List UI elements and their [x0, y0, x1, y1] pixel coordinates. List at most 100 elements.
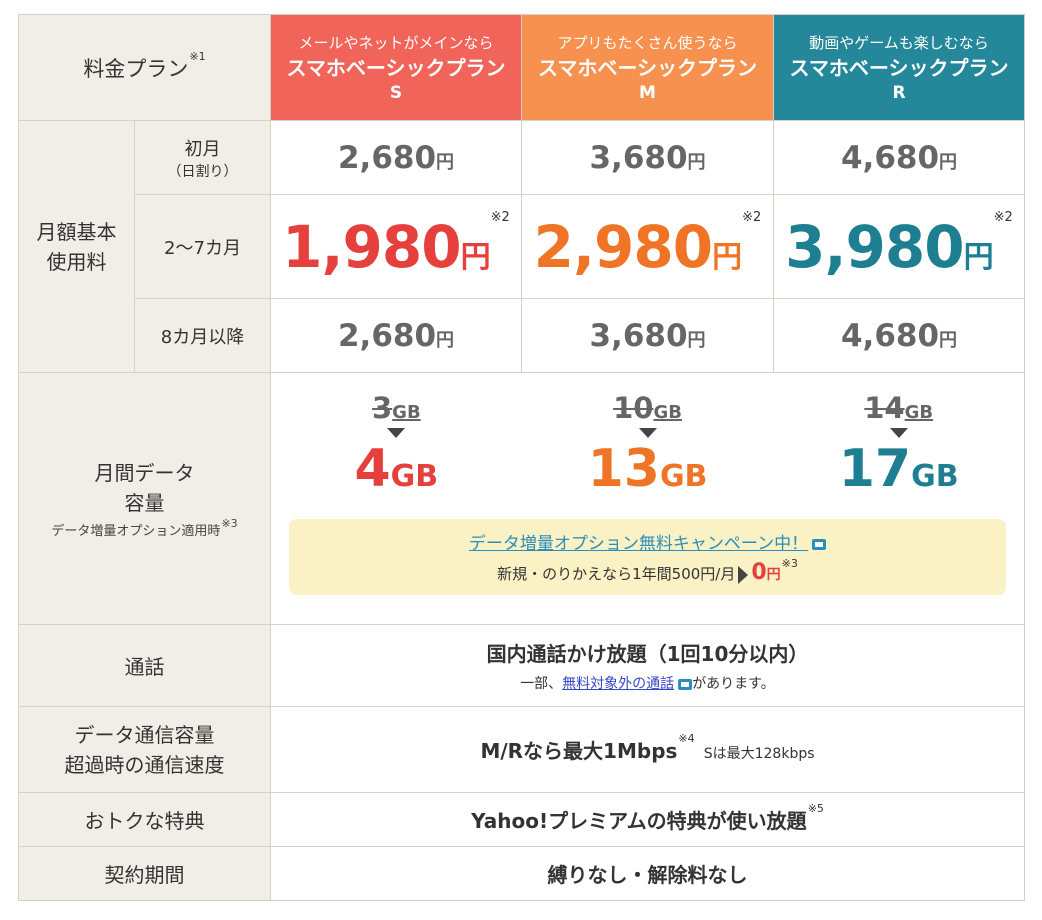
new-gb-r: 17GB — [838, 439, 959, 499]
price-value: 3,680 — [589, 317, 688, 354]
data-label-2: 容量 — [124, 491, 165, 515]
discount-price-r: 3,980円 ※2 — [773, 194, 1025, 299]
discount-price-s: 1,980円 ※2 — [270, 194, 522, 299]
data-capacity-cell: 3GB 4GB 10GB 13GB 14GB 17GB データ増量オプション無料… — [270, 372, 1025, 625]
data-r: 14GB 17GB — [773, 391, 1024, 519]
arrow-down-icon — [889, 428, 908, 438]
external-link-icon — [678, 678, 693, 690]
plan-m-tag: アプリもたくさん使うなら — [557, 33, 738, 52]
price-unit: 円 — [436, 151, 455, 173]
call-cell: 国内通話かけ放題（1回10分以内） 一部、無料対象外の通話 があります。 — [270, 624, 1025, 707]
speed-sub: Sは最大128kbps — [703, 746, 815, 762]
price-note: ※2 — [742, 209, 762, 225]
regular-price-s: 2,680円 — [270, 298, 522, 373]
triangle-right-icon — [738, 565, 749, 584]
speed-main: M/Rなら最大1Mbps — [480, 739, 678, 763]
plan-comparison-table: 料金プラン※1 メールやネットがメインなら スマホベーシックプラン S アプリも… — [18, 14, 1025, 901]
data-s: 3GB 4GB — [271, 391, 522, 519]
price-unit: 円 — [712, 239, 742, 275]
monthly-label-1: 月額基本 — [36, 219, 117, 244]
price-unit: 円 — [460, 239, 491, 275]
call-sub: 一部、無料対象外の通話 があります。 — [520, 676, 775, 692]
regular-price-m: 3,680円 — [521, 298, 774, 373]
plan-s-name: スマホベーシックプラン — [286, 55, 506, 80]
plan-label-note: ※1 — [189, 49, 206, 63]
data-sublabel: データ増量オプション適用時 — [51, 524, 221, 539]
first-month-sublabel: （日割り） — [167, 163, 238, 180]
campaign-note: ※3 — [781, 557, 798, 570]
campaign-link[interactable]: データ増量オプション無料キャンペーン中！ — [468, 534, 809, 554]
campaign-text-line: 新規・のりかえなら1年間500円/月 0円※3 — [289, 557, 1006, 585]
monthly-fee-label: 月額基本 使用料 — [18, 120, 135, 373]
price-note: ※2 — [993, 209, 1013, 225]
price-value: 4,680 — [840, 317, 940, 354]
plan-s-header: メールやネットがメインなら スマホベーシックプラン S — [270, 14, 522, 121]
regular-price-r: 4,680円 — [773, 298, 1025, 373]
price-value: 1,980 — [282, 212, 461, 281]
price-unit: 円 — [687, 329, 706, 351]
first-month-price-m: 3,680円 — [521, 120, 774, 195]
price-value: 3,980 — [785, 212, 964, 281]
data-m: 10GB 13GB — [522, 391, 774, 519]
price-value: 4,680 — [840, 139, 940, 176]
speed-note: ※4 — [678, 732, 695, 745]
campaign-box: データ増量オプション無料キャンペーン中！ 新規・のりかえなら1年間500円/月 0… — [289, 519, 1006, 595]
data-label-1: 月間データ — [94, 461, 195, 485]
plan-r-tag: 動画やゲームも楽しむなら — [809, 33, 989, 52]
plan-s-tag: メールやネットがメインなら — [298, 33, 494, 52]
benefit-label: おトクな特典 — [18, 792, 271, 847]
first-month-price-s: 2,680円 — [270, 120, 522, 195]
price-value: 3,680 — [589, 139, 688, 176]
months-2-7-label: 2〜7カ月 — [134, 194, 271, 299]
price-unit: 円 — [436, 329, 455, 351]
discount-price-m: 2,980円※2 — [521, 194, 774, 299]
call-label: 通話 — [18, 624, 271, 707]
call-exclusion-link[interactable]: 無料対象外の通話 — [562, 676, 675, 692]
price-unit: 円 — [939, 329, 958, 351]
price-unit: 円 — [963, 239, 994, 275]
plan-m-header: アプリもたくさん使うなら スマホベーシックプラン M — [521, 14, 774, 121]
plan-r-name: スマホベーシックプラン — [789, 55, 1009, 80]
speed-cell: M/Rなら最大1Mbps※4 Sは最大128kbps — [270, 706, 1025, 793]
plan-r-letter: R — [892, 82, 906, 103]
price-unit: 円 — [687, 151, 706, 173]
plan-label: 料金プラン — [83, 56, 189, 81]
month-8-text: 8カ月以降 — [160, 326, 245, 348]
benefit-note: ※5 — [807, 802, 824, 815]
campaign-zero: 0円 — [751, 560, 781, 585]
data-capacity-label: 月間データ 容量 データ増量オプション適用時※3 — [18, 372, 271, 625]
months-2-7-text: 2〜7カ月 — [164, 237, 241, 259]
call-main: 国内通話かけ放題（1回10分以内） — [486, 642, 809, 666]
monthly-label-2: 使用料 — [46, 249, 107, 274]
benefit-main: Yahoo!プレミアムの特典が使い放題 — [471, 809, 807, 833]
new-gb-s: 4GB — [354, 439, 439, 499]
plan-m-name: スマホベーシックプラン — [538, 55, 757, 80]
old-gb-s: 3GB — [371, 391, 421, 425]
plan-m-letter: M — [639, 82, 656, 103]
plan-header-label: 料金プラン※1 — [18, 14, 271, 121]
arrow-down-icon — [638, 428, 657, 438]
benefit-cell: Yahoo!プレミアムの特典が使い放題※5 — [270, 792, 1025, 847]
price-value: 2,980 — [533, 212, 713, 281]
data-sublabel-note: ※3 — [221, 517, 238, 530]
new-gb-m: 13GB — [587, 439, 708, 499]
price-value: 2,680 — [337, 317, 437, 354]
contract-cell: 縛りなし・解除料なし — [270, 846, 1025, 901]
month-8-label: 8カ月以降 — [134, 298, 271, 373]
old-gb-m: 10GB — [613, 391, 682, 425]
price-value: 2,680 — [337, 139, 437, 176]
price-unit: 円 — [939, 151, 958, 173]
speed-label: データ通信容量 超過時の通信速度 — [18, 706, 271, 793]
old-gb-r: 14GB — [864, 391, 934, 425]
external-link-icon — [812, 539, 827, 550]
campaign-text: 新規・のりかえなら1年間500円/月 — [497, 565, 736, 583]
first-month-price-r: 4,680円 — [773, 120, 1025, 195]
contract-main: 縛りなし・解除料なし — [547, 863, 748, 887]
plan-r-header: 動画やゲームも楽しむなら スマホベーシックプラン R — [773, 14, 1025, 121]
first-month-text: 初月 — [184, 138, 221, 160]
plan-s-letter: S — [389, 82, 403, 103]
price-note: ※2 — [490, 209, 510, 225]
arrow-down-icon — [387, 428, 406, 438]
first-month-label: 初月 （日割り） — [134, 120, 271, 195]
contract-label: 契約期間 — [18, 846, 271, 901]
